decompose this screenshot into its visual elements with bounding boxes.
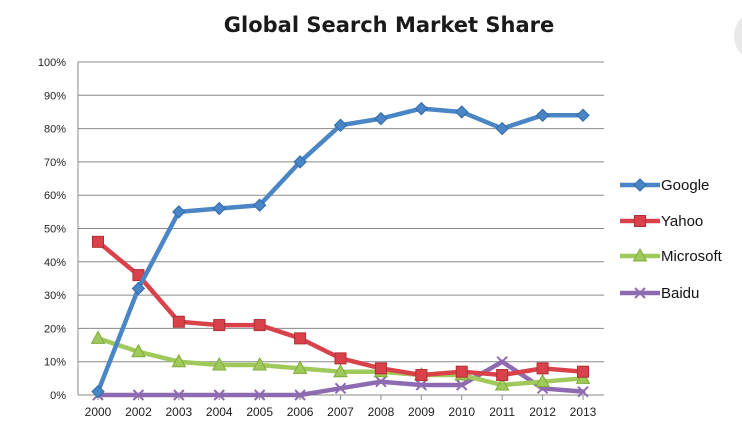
y-tick-label: 80% <box>44 124 66 136</box>
legend-marker <box>633 178 647 192</box>
data-point <box>131 343 146 358</box>
data-point <box>414 101 429 116</box>
data-point <box>213 389 225 401</box>
y-tick-label: 40% <box>44 257 66 269</box>
series-google <box>91 101 590 399</box>
data-point <box>456 379 468 391</box>
y-tick-label: 0% <box>50 390 66 402</box>
data-point <box>576 108 590 122</box>
data-point <box>212 201 226 216</box>
series-baidu <box>92 355 589 401</box>
data-point <box>374 111 388 126</box>
data-point <box>374 362 387 375</box>
data-point <box>415 369 428 382</box>
series-yahoo <box>92 235 589 382</box>
data-point <box>333 118 348 132</box>
chart-title: Global Search Market Share <box>224 13 554 37</box>
data-point <box>292 360 308 374</box>
legend-item-microsoft: Microsoft <box>620 247 723 265</box>
data-point <box>252 198 267 212</box>
data-point <box>334 352 347 365</box>
data-point <box>415 379 428 391</box>
legend-label: Baidu <box>661 285 699 302</box>
data-point <box>455 105 469 119</box>
x-tick-label: 2010 <box>448 405 475 419</box>
data-point <box>172 315 185 328</box>
gridlines <box>77 61 604 396</box>
data-point <box>535 373 550 388</box>
x-tick-label: 2009 <box>408 405 435 419</box>
data-point <box>131 281 146 296</box>
data-point <box>90 330 106 344</box>
data-point <box>171 353 187 368</box>
data-point <box>91 384 105 399</box>
data-point <box>496 369 509 382</box>
y-tick-label: 60% <box>44 190 66 202</box>
data-point <box>294 389 306 401</box>
series-line <box>95 106 586 394</box>
data-point <box>92 235 104 248</box>
x-tick-label: 2007 <box>327 405 354 419</box>
data-point <box>577 365 589 378</box>
data-point <box>494 376 510 391</box>
x-tick-label: 2006 <box>287 405 314 419</box>
x-tick-label: 2000 <box>85 405 112 419</box>
x-tick-label: 2012 <box>529 405 556 419</box>
data-point <box>333 363 348 378</box>
data-point <box>334 382 347 395</box>
data-point <box>294 332 307 345</box>
data-point <box>173 389 185 401</box>
x-tick-label: 2002 <box>125 405 152 419</box>
legend-marker <box>634 215 646 227</box>
y-tick-label: 90% <box>44 90 66 102</box>
y-tick-label: 30% <box>44 290 66 302</box>
legend-label: Yahoo <box>661 213 703 230</box>
y-axis-ticks: 0% 10% 20% 30% 40% 50% 60% 70% 80% 90% 100% <box>38 57 66 402</box>
legend-marker <box>632 247 648 262</box>
data-point <box>172 205 186 219</box>
data-point <box>375 375 387 388</box>
x-tick-label: 2011 <box>489 405 515 419</box>
y-tick-label: 50% <box>44 224 66 236</box>
legend: Google Yahoo Microsoft Baidu <box>620 177 723 302</box>
y-tick-label: 20% <box>44 323 66 335</box>
legend-item-baidu: Baidu <box>620 285 699 302</box>
legend-label: Google <box>661 177 709 194</box>
data-point <box>213 319 226 332</box>
data-point <box>253 389 266 401</box>
x-tick-label: 2003 <box>165 405 192 419</box>
legend-item-yahoo: Yahoo <box>620 213 703 230</box>
data-point <box>577 385 589 398</box>
legend-marker <box>634 287 646 299</box>
edge-decoration <box>734 17 742 55</box>
data-point <box>496 355 508 368</box>
data-point <box>495 121 509 136</box>
legend-item-google: Google <box>620 177 709 194</box>
data-point <box>132 389 145 401</box>
series-layer <box>90 101 591 401</box>
data-point <box>253 319 266 332</box>
x-tick-label: 2008 <box>368 405 395 419</box>
y-tick-label: 70% <box>44 157 66 169</box>
data-point <box>536 362 549 375</box>
x-tick-label: 2004 <box>206 405 233 419</box>
y-tick-label: 10% <box>44 357 66 369</box>
data-point <box>535 108 550 122</box>
data-point <box>252 356 268 371</box>
y-tick-label: 100% <box>38 57 66 69</box>
data-point <box>211 356 227 371</box>
x-tick-label: 2013 <box>570 405 597 419</box>
data-point <box>455 365 468 378</box>
data-point <box>293 155 307 169</box>
legend-label: Microsoft <box>661 248 723 265</box>
x-tick-label: 2005 <box>246 405 273 419</box>
x-axis-ticks: 2000 2002 2003 2004 2005 2006 2007 2008 2009 2010… <box>85 395 597 419</box>
